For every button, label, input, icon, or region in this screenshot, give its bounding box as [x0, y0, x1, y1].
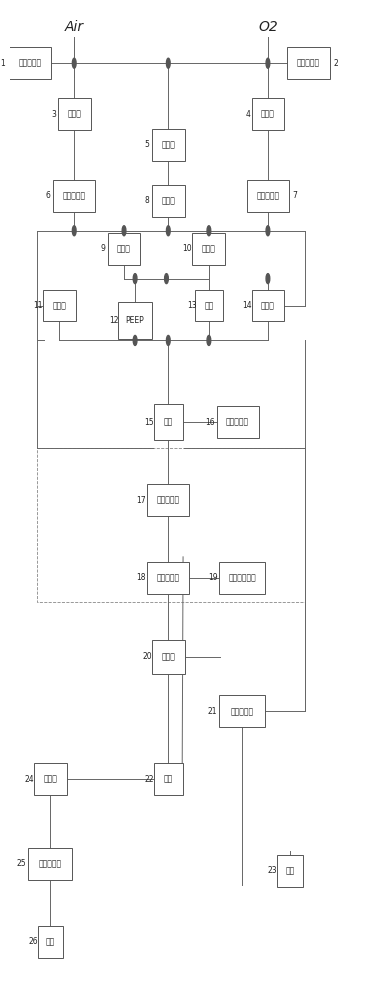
Text: 呼吸阀: 呼吸阀 — [162, 652, 175, 661]
Text: 5: 5 — [144, 140, 149, 149]
Text: 雾化: 雾化 — [204, 301, 214, 310]
FancyBboxPatch shape — [152, 640, 185, 674]
Circle shape — [133, 335, 137, 345]
FancyBboxPatch shape — [154, 404, 183, 440]
Text: 稳压阀: 稳压阀 — [162, 140, 175, 149]
Text: 电磁阀: 电磁阀 — [261, 301, 275, 310]
Text: 6: 6 — [45, 191, 50, 200]
Text: 21: 21 — [207, 707, 217, 716]
Text: 18: 18 — [136, 573, 146, 582]
FancyBboxPatch shape — [9, 47, 51, 79]
FancyBboxPatch shape — [108, 233, 141, 265]
Text: 比例电磁阀: 比例电磁阀 — [256, 191, 279, 200]
Text: 17: 17 — [136, 496, 146, 505]
FancyBboxPatch shape — [247, 180, 289, 212]
FancyBboxPatch shape — [118, 302, 152, 339]
Text: 8: 8 — [144, 196, 149, 205]
Circle shape — [72, 226, 76, 236]
Circle shape — [207, 226, 211, 236]
Text: 22: 22 — [144, 775, 154, 784]
Text: 24: 24 — [24, 775, 34, 784]
Text: 13: 13 — [187, 301, 196, 310]
Text: PEEP: PEEP — [126, 316, 144, 325]
Text: 呼吸阀: 呼吸阀 — [43, 775, 57, 784]
Text: 比例电磁阀: 比例电磁阀 — [63, 191, 86, 200]
FancyBboxPatch shape — [195, 290, 223, 321]
Text: 14: 14 — [242, 301, 251, 310]
Text: 细菌过滤器: 细菌过滤器 — [231, 707, 254, 716]
Text: 压力传感器: 压力传感器 — [18, 59, 41, 68]
Circle shape — [266, 226, 270, 236]
Text: 11: 11 — [33, 301, 43, 310]
FancyBboxPatch shape — [147, 562, 189, 594]
FancyBboxPatch shape — [217, 406, 259, 438]
FancyBboxPatch shape — [252, 98, 284, 130]
Circle shape — [207, 335, 211, 345]
Text: 3: 3 — [52, 110, 56, 119]
Circle shape — [122, 226, 126, 236]
FancyBboxPatch shape — [58, 98, 91, 130]
Circle shape — [166, 58, 170, 68]
Text: 比例电磁阀: 比例电磁阀 — [157, 496, 180, 505]
Circle shape — [72, 58, 76, 68]
Text: 氧浓度传感器: 氧浓度传感器 — [228, 573, 256, 582]
Text: O2: O2 — [258, 20, 278, 34]
Text: 大气: 大气 — [46, 937, 55, 946]
Text: 病人: 病人 — [164, 775, 173, 784]
Text: 10: 10 — [183, 244, 192, 253]
Circle shape — [133, 274, 137, 284]
FancyBboxPatch shape — [219, 562, 265, 594]
Text: 2: 2 — [334, 59, 339, 68]
Text: 26: 26 — [28, 937, 38, 946]
Circle shape — [165, 274, 168, 284]
Text: 1: 1 — [0, 59, 5, 68]
FancyBboxPatch shape — [252, 290, 284, 321]
FancyBboxPatch shape — [152, 129, 185, 161]
FancyBboxPatch shape — [152, 185, 185, 217]
Text: 电磁阀: 电磁阀 — [117, 244, 131, 253]
Circle shape — [266, 58, 270, 68]
Circle shape — [166, 335, 170, 345]
FancyBboxPatch shape — [193, 233, 225, 265]
Text: 23: 23 — [268, 866, 277, 875]
FancyBboxPatch shape — [219, 695, 265, 727]
Text: 压力传感器: 压力传感器 — [297, 59, 320, 68]
FancyBboxPatch shape — [28, 848, 72, 880]
Text: 16: 16 — [205, 418, 215, 427]
FancyBboxPatch shape — [147, 484, 189, 516]
Text: 9: 9 — [100, 244, 105, 253]
Text: 20: 20 — [142, 652, 152, 661]
FancyBboxPatch shape — [288, 47, 329, 79]
Text: 大气: 大气 — [285, 866, 294, 875]
Text: 电磁阀: 电磁阀 — [202, 244, 216, 253]
Text: 15: 15 — [144, 418, 154, 427]
Text: 19: 19 — [208, 573, 217, 582]
Text: 电磁阀: 电磁阀 — [52, 301, 66, 310]
FancyBboxPatch shape — [43, 290, 76, 321]
Text: 平衡调节器: 平衡调节器 — [39, 859, 62, 868]
Text: 减压阀: 减压阀 — [261, 110, 275, 119]
Text: 4: 4 — [245, 110, 250, 119]
Text: 25: 25 — [17, 859, 26, 868]
Text: 12: 12 — [109, 316, 119, 325]
FancyBboxPatch shape — [277, 855, 303, 887]
FancyBboxPatch shape — [38, 926, 63, 958]
FancyBboxPatch shape — [53, 180, 95, 212]
Circle shape — [166, 226, 170, 236]
FancyBboxPatch shape — [154, 763, 183, 795]
Circle shape — [266, 274, 270, 284]
Text: 流量传感器: 流量传感器 — [157, 573, 180, 582]
Text: 7: 7 — [292, 191, 297, 200]
Text: 稳压阀: 稳压阀 — [162, 196, 175, 205]
Text: 气包: 气包 — [164, 418, 173, 427]
Text: Air: Air — [65, 20, 84, 34]
Text: 减压阀: 减压阀 — [67, 110, 81, 119]
FancyBboxPatch shape — [34, 763, 66, 795]
Text: 压力传感器: 压力传感器 — [226, 418, 249, 427]
